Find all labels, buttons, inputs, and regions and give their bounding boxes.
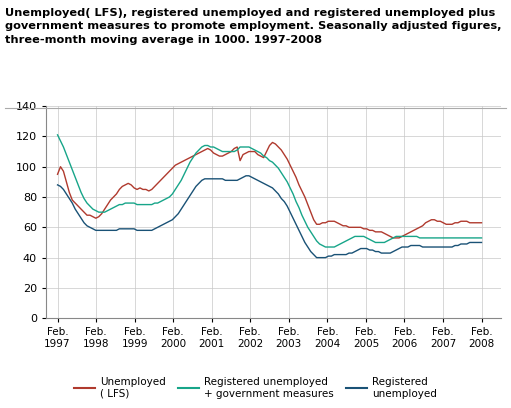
Legend: Unemployed
( LFS), Registered unemployed
+ government measures, Registered
unemp: Unemployed ( LFS), Registered unemployed…: [69, 373, 442, 403]
Text: Unemployed( LFS), registered unemployed and registered unemployed plus
governmen: Unemployed( LFS), registered unemployed …: [5, 8, 502, 44]
